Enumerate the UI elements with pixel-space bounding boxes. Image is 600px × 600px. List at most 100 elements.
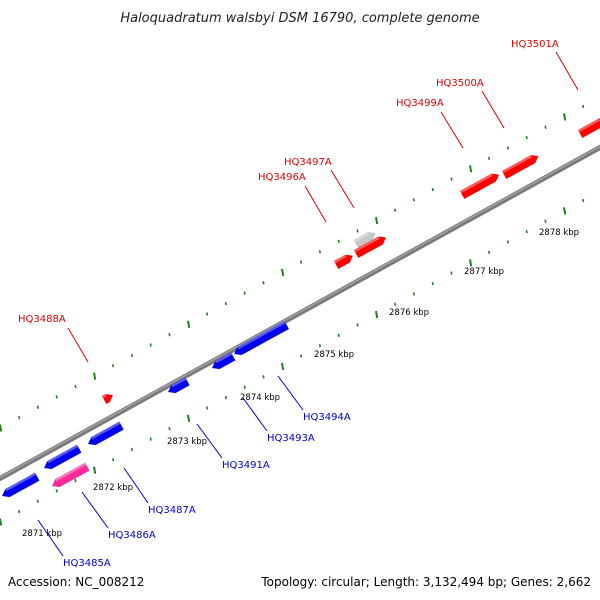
forward-gene-extra[interactable]	[353, 236, 387, 259]
scale-labels: 2871 kbp 2872 kbp 2873 kbp 2874 kbp 2875 kbp…	[22, 228, 579, 539]
reverse-tick	[130, 447, 133, 452]
gene-labels: HQ3488A HQ3496A HQ3497A HQ3499A HQ3500A HQ350…	[18, 39, 579, 569]
scale-label: 2876 kbp	[389, 308, 429, 318]
forward-tick	[0, 424, 3, 432]
gene-label: HQ3494A	[303, 412, 351, 423]
reverse-tick	[375, 310, 379, 319]
gene-leader-line	[440, 111, 464, 149]
forward-gene-hq3501a[interactable]	[577, 118, 600, 139]
forward-tick	[582, 104, 585, 109]
forward-tick	[149, 343, 152, 347]
reverse-tick	[149, 437, 152, 441]
gene-label: HQ3493A	[267, 433, 315, 444]
gene-label: HQ3501A	[511, 39, 559, 50]
forward-tick	[544, 125, 547, 129]
forward-tick-track	[0, 104, 585, 432]
forward-gene-hq3500a[interactable]	[501, 154, 539, 180]
scale-label: 2872 kbp	[93, 483, 133, 493]
reverse-tick	[168, 427, 171, 431]
forward-tick	[281, 268, 285, 277]
map-title: Haloquadratum walsbyi DSM 16790, complet…	[120, 11, 479, 26]
forward-gene-hq3499a[interactable]	[459, 173, 500, 200]
reverse-tick	[431, 281, 434, 286]
forward-tick	[93, 372, 97, 380]
reverse-gene-hq3486a[interactable]	[51, 462, 90, 488]
gene-features	[1, 118, 600, 498]
reverse-tick	[356, 323, 359, 327]
reverse-tick	[337, 333, 340, 337]
forward-tick	[224, 301, 227, 306]
reverse-gene-hq3487a[interactable]	[43, 444, 82, 470]
gene-leader-line	[330, 169, 355, 209]
reverse-tick	[488, 250, 491, 255]
scale-label: 2878 kbp	[539, 228, 579, 238]
gene-label: HQ3496A	[258, 172, 306, 183]
forward-tick	[563, 113, 567, 121]
forward-gene-hq3488a[interactable]	[101, 393, 114, 405]
reverse-tick	[74, 478, 77, 483]
reverse-gene-hq3485a[interactable]	[1, 472, 40, 498]
accession-text: Accession: NC_008212	[8, 575, 144, 589]
reverse-tick	[243, 385, 246, 389]
reverse-tick	[0, 518, 3, 526]
reverse-tick	[506, 240, 509, 244]
gene-label: HQ3497A	[284, 157, 332, 168]
reverse-tick	[112, 458, 115, 462]
forward-tick	[318, 250, 321, 254]
forward-tick	[206, 312, 209, 316]
reverse-tick	[469, 259, 473, 267]
gene-label: HQ3487A	[148, 505, 196, 516]
gene-leader-line	[304, 185, 327, 223]
forward-tick	[130, 353, 133, 358]
reverse-gene-hq3491a[interactable]	[87, 421, 124, 446]
gene-leader-line	[81, 491, 109, 529]
forward-tick	[506, 146, 509, 150]
gene-label: HQ3488A	[18, 314, 66, 325]
reverse-tick	[300, 354, 303, 358]
forward-tick	[112, 364, 115, 368]
forward-tick	[488, 156, 491, 161]
scale-label: 2871 kbp	[22, 529, 62, 539]
forward-tick	[337, 239, 340, 243]
reverse-tick	[318, 344, 321, 348]
forward-tick	[36, 405, 39, 409]
reverse-tick-track	[0, 198, 585, 526]
gene-leader-line	[242, 397, 268, 432]
forward-tick	[375, 216, 379, 225]
genome-backbone	[0, 144, 600, 482]
reverse-tick	[563, 207, 567, 215]
forward-tick	[187, 320, 191, 328]
gene-leader-line	[481, 90, 505, 129]
gene-label: HQ3485A	[63, 558, 111, 569]
reverse-tick	[525, 229, 528, 234]
reverse-tick	[18, 509, 21, 514]
reverse-gene-hq3493a[interactable]	[167, 377, 190, 394]
reverse-tick	[224, 395, 227, 400]
reverse-tick	[394, 302, 397, 306]
forward-gene-hq3497a[interactable]	[353, 232, 376, 249]
gene-leader-line	[123, 467, 149, 504]
reverse-gene-hq3494a[interactable]	[211, 352, 236, 370]
forward-gene-hq3496a[interactable]	[333, 254, 354, 270]
scale-label: 2877 kbp	[464, 267, 504, 277]
forward-tick	[262, 281, 265, 285]
gene-leader-line	[277, 375, 304, 411]
forward-tick	[300, 260, 303, 264]
forward-tick	[525, 135, 528, 140]
forward-tick	[431, 187, 434, 192]
gene-leader-line	[67, 327, 89, 363]
reverse-tick	[281, 362, 285, 371]
forward-tick	[168, 333, 171, 337]
scale-label: 2875 kbp	[314, 350, 354, 360]
forward-tick	[469, 165, 473, 173]
reverse-tick	[206, 406, 209, 410]
forward-tick	[243, 291, 246, 295]
reverse-tick	[187, 414, 191, 422]
scale-label: 2873 kbp	[167, 437, 207, 447]
gene-leader-line	[196, 423, 223, 459]
forward-tick	[394, 208, 397, 212]
reverse-gene-extra[interactable]	[233, 320, 290, 356]
gene-label: HQ3486A	[108, 530, 156, 541]
gene-leader-line	[37, 519, 64, 557]
